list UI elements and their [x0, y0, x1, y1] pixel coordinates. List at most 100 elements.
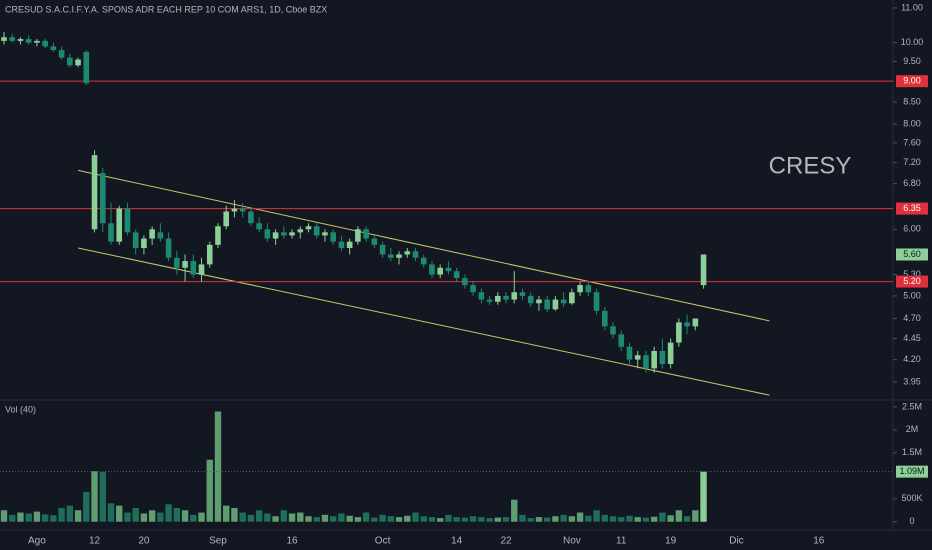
volume-bar [41, 514, 49, 522]
candle-body [355, 229, 361, 242]
y-tick-label: 3.95 [903, 376, 921, 386]
candle-body [379, 244, 386, 255]
candle-body [9, 37, 16, 41]
candle-body [643, 355, 649, 369]
candle-body [470, 285, 476, 293]
volume-bar [601, 514, 608, 522]
volume-bar [264, 513, 271, 522]
candle-body [437, 267, 443, 275]
y-tick-label: 5.30 [903, 269, 921, 279]
y-tick-label: 8.50 [903, 96, 921, 106]
candle-body [429, 264, 435, 275]
volume-bar [297, 512, 304, 522]
candle-body [190, 261, 197, 275]
volume-bar [305, 516, 312, 522]
volume-bar [626, 515, 633, 522]
volume-bar [395, 517, 403, 522]
x-tick-label: 20 [138, 536, 150, 547]
candle-body [239, 208, 246, 212]
candle-body [684, 322, 690, 327]
volume-bar [511, 499, 518, 522]
candle-body [99, 172, 106, 224]
y-tick-label: 10.00 [901, 37, 924, 47]
x-tick-label: 14 [451, 536, 463, 547]
y-tick-label: 6.00 [903, 224, 921, 234]
volume-bar [99, 472, 106, 522]
volume-bar [231, 507, 238, 522]
volume-bar [132, 507, 139, 522]
x-tick-label: 12 [89, 536, 101, 547]
candle-body [124, 208, 131, 233]
candle-body [560, 299, 567, 304]
candle-body [83, 51, 90, 84]
volume-bar [675, 510, 683, 522]
volume-bar [650, 516, 658, 522]
volume-bar [634, 517, 641, 522]
volume-bar [280, 510, 288, 522]
volume-bar [535, 517, 543, 522]
candle-body [552, 299, 559, 310]
volume-bar [181, 510, 189, 522]
y-tick-label: 2.5M [902, 401, 922, 411]
price-label-box [896, 75, 928, 88]
x-tick-label: Nov [563, 536, 581, 547]
volume-bar [313, 517, 320, 522]
volume-bar [527, 518, 534, 522]
last-price-box [896, 248, 928, 261]
candle-body [248, 211, 254, 224]
candle-body [569, 292, 575, 304]
candle-body [34, 40, 40, 43]
candle-body [116, 208, 123, 242]
volume-bar [420, 516, 427, 522]
candle-body [58, 50, 65, 58]
candle-body [577, 285, 583, 293]
y-tick-label: 7.60 [903, 137, 921, 147]
candle-body [634, 355, 641, 360]
candle-body [700, 254, 707, 286]
candle-body [536, 299, 542, 304]
volume-bar [25, 513, 32, 522]
candle-body [256, 223, 262, 230]
candle-body [412, 251, 419, 258]
annotation: CRESY [769, 152, 852, 179]
price-label: 6.35 [903, 203, 921, 213]
candle-body [281, 232, 287, 236]
volume-bar [428, 517, 436, 522]
candle-body [667, 342, 674, 364]
volume-bar [354, 517, 362, 522]
candle-body [91, 155, 98, 230]
candle-body [462, 278, 468, 286]
volume-bar [568, 516, 576, 522]
last-price-label: 5.60 [903, 249, 921, 259]
x-tick-label: Oct [375, 536, 391, 547]
candle-body [206, 244, 213, 265]
candle-body [404, 251, 411, 255]
candle-body [676, 322, 682, 343]
candle-body [495, 295, 501, 302]
price-label-box [896, 275, 928, 288]
candle-body [289, 232, 295, 236]
candle-body [141, 238, 147, 249]
volume-bar [486, 518, 493, 522]
candle-body [519, 292, 526, 296]
candle-body [396, 254, 402, 258]
volume-bar [445, 514, 452, 522]
candle-body [363, 229, 369, 239]
candle-body [601, 310, 608, 327]
candle-body [231, 208, 238, 212]
volume-bar [330, 516, 337, 522]
volume-bar [223, 505, 230, 522]
y-tick-label: 4.45 [903, 333, 921, 343]
y-tick-label: 2M [906, 424, 919, 434]
volume-bar [124, 512, 131, 522]
volume-bar [593, 510, 600, 522]
last-volume-label: 1.09M [899, 466, 924, 476]
volume-bar [519, 514, 526, 522]
x-tick-label: 16 [813, 536, 825, 547]
volume-bar [667, 515, 674, 522]
x-tick-label: 16 [286, 536, 298, 547]
volume-bar [9, 514, 16, 522]
volume-bar [74, 510, 82, 522]
volume-bar [206, 459, 213, 522]
